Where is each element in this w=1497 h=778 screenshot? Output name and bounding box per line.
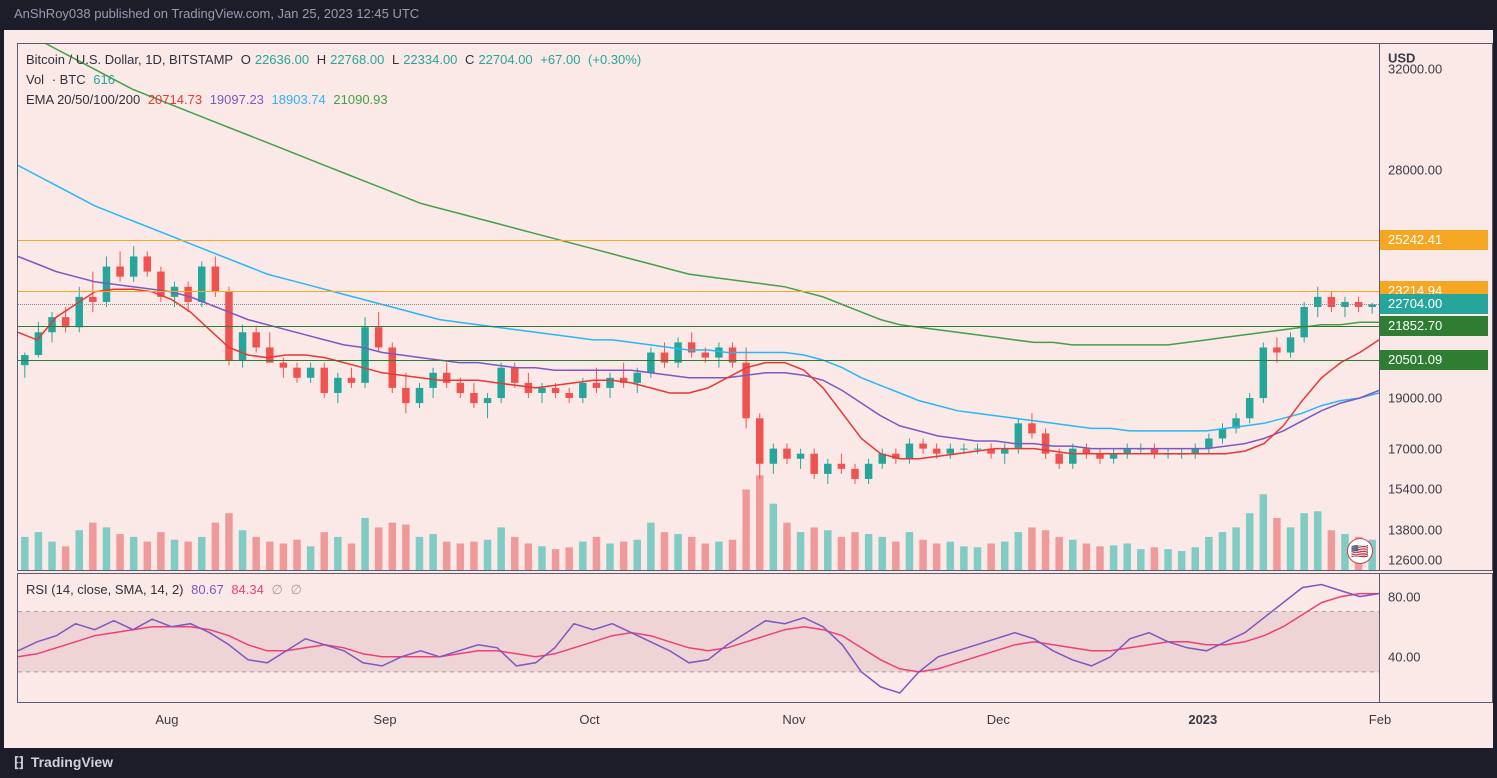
volume-label: Vol <box>26 72 44 87</box>
ohlc-change: +67.00 <box>540 52 580 67</box>
rsi-tick: 80.00 <box>1388 589 1421 604</box>
ohlc-open-label: O <box>241 52 251 67</box>
price-chart-svg <box>18 44 1379 570</box>
ohlc-change-pct: (+0.30%) <box>588 52 641 67</box>
rsi-chart-pane[interactable]: RSI (14, close, SMA, 14, 2) 80.67 84.34 … <box>17 573 1380 703</box>
price-axis[interactable]: USD 32000.0028000.0019000.0017000.001540… <box>1380 43 1493 571</box>
time-tick: Feb <box>1369 712 1391 727</box>
ema50-value: 19097.23 <box>210 92 264 107</box>
rsi-tick: 40.00 <box>1388 649 1421 664</box>
symbol-name: Bitcoin / U.S. Dollar, 1D, BITSTAMP <box>26 52 233 67</box>
chart-frame[interactable]: Bitcoin / U.S. Dollar, 1D, BITSTAMP O 226… <box>4 30 1493 748</box>
footer: ⁅⁆ TradingView <box>0 748 1497 778</box>
price-tick: 17000.00 <box>1388 441 1442 456</box>
price-tick: 13800.00 <box>1388 522 1442 537</box>
time-tick: Aug <box>155 712 178 727</box>
close-price-line <box>18 304 1379 305</box>
price-tick: 12600.00 <box>1388 552 1442 567</box>
volume-unit: BTC <box>60 72 86 87</box>
price-flag: 21852.70 <box>1380 316 1488 336</box>
chart-legend: Bitcoin / U.S. Dollar, 1D, BITSTAMP O 226… <box>26 50 645 110</box>
rsi-empty1: ∅ <box>271 582 282 597</box>
time-tick: Oct <box>579 712 599 727</box>
rsi-axis[interactable]: 80.00 40.00 <box>1380 573 1493 703</box>
tradingview-logo-icon: ⁅⁆ <box>14 754 23 770</box>
rsi-value: 80.67 <box>191 582 224 597</box>
ohlc-open: 22636.00 <box>255 52 309 67</box>
ema-legend-row: EMA 20/50/100/200 20714.73 19097.23 1890… <box>26 90 645 110</box>
symbol-legend-row: Bitcoin / U.S. Dollar, 1D, BITSTAMP O 226… <box>26 50 645 70</box>
price-flag: 20501.09 <box>1380 350 1488 370</box>
ohlc-high-label: H <box>317 52 326 67</box>
ema-label: EMA 20/50/100/200 <box>26 92 140 107</box>
ohlc-low: 22334.00 <box>403 52 457 67</box>
time-tick: Sep <box>373 712 396 727</box>
rsi-sma-value: 84.34 <box>231 582 264 597</box>
ohlc-high: 22768.00 <box>330 52 384 67</box>
brand-name: TradingView <box>31 754 113 770</box>
ema20-value: 20714.73 <box>148 92 202 107</box>
ohlc-close-label: C <box>465 52 474 67</box>
price-tick: 28000.00 <box>1388 163 1442 178</box>
price-tick: 15400.00 <box>1388 482 1442 497</box>
price-chart-pane[interactable]: Bitcoin / U.S. Dollar, 1D, BITSTAMP O 226… <box>17 43 1380 571</box>
volume-value: 616 <box>93 72 115 87</box>
price-tick: 19000.00 <box>1388 391 1442 406</box>
ema200-value: 21090.93 <box>333 92 387 107</box>
ohlc-close: 22704.00 <box>478 52 532 67</box>
price-flag: 25242.41 <box>1380 230 1488 250</box>
rsi-legend: RSI (14, close, SMA, 14, 2) 80.67 84.34 … <box>26 580 306 600</box>
publish-info: AnShRoy038 published on TradingView.com,… <box>14 6 419 21</box>
price-tick: 32000.00 <box>1388 62 1442 77</box>
ohlc-low-label: L <box>392 52 399 67</box>
time-tick: Nov <box>782 712 805 727</box>
country-flag-icon: 🇺🇸 <box>1347 538 1373 564</box>
rsi-label: RSI (14, close, SMA, 14, 2) <box>26 582 184 597</box>
volume-legend-row: Vol · BTC 616 <box>26 70 645 90</box>
time-axis[interactable]: AugSepOctNovDec2023Feb <box>17 704 1380 748</box>
time-tick: Dec <box>987 712 1010 727</box>
rsi-empty2: ∅ <box>290 582 301 597</box>
time-tick: 2023 <box>1188 712 1217 727</box>
price-flag: 22704.00 <box>1380 294 1488 314</box>
ema100-value: 18903.74 <box>272 92 326 107</box>
